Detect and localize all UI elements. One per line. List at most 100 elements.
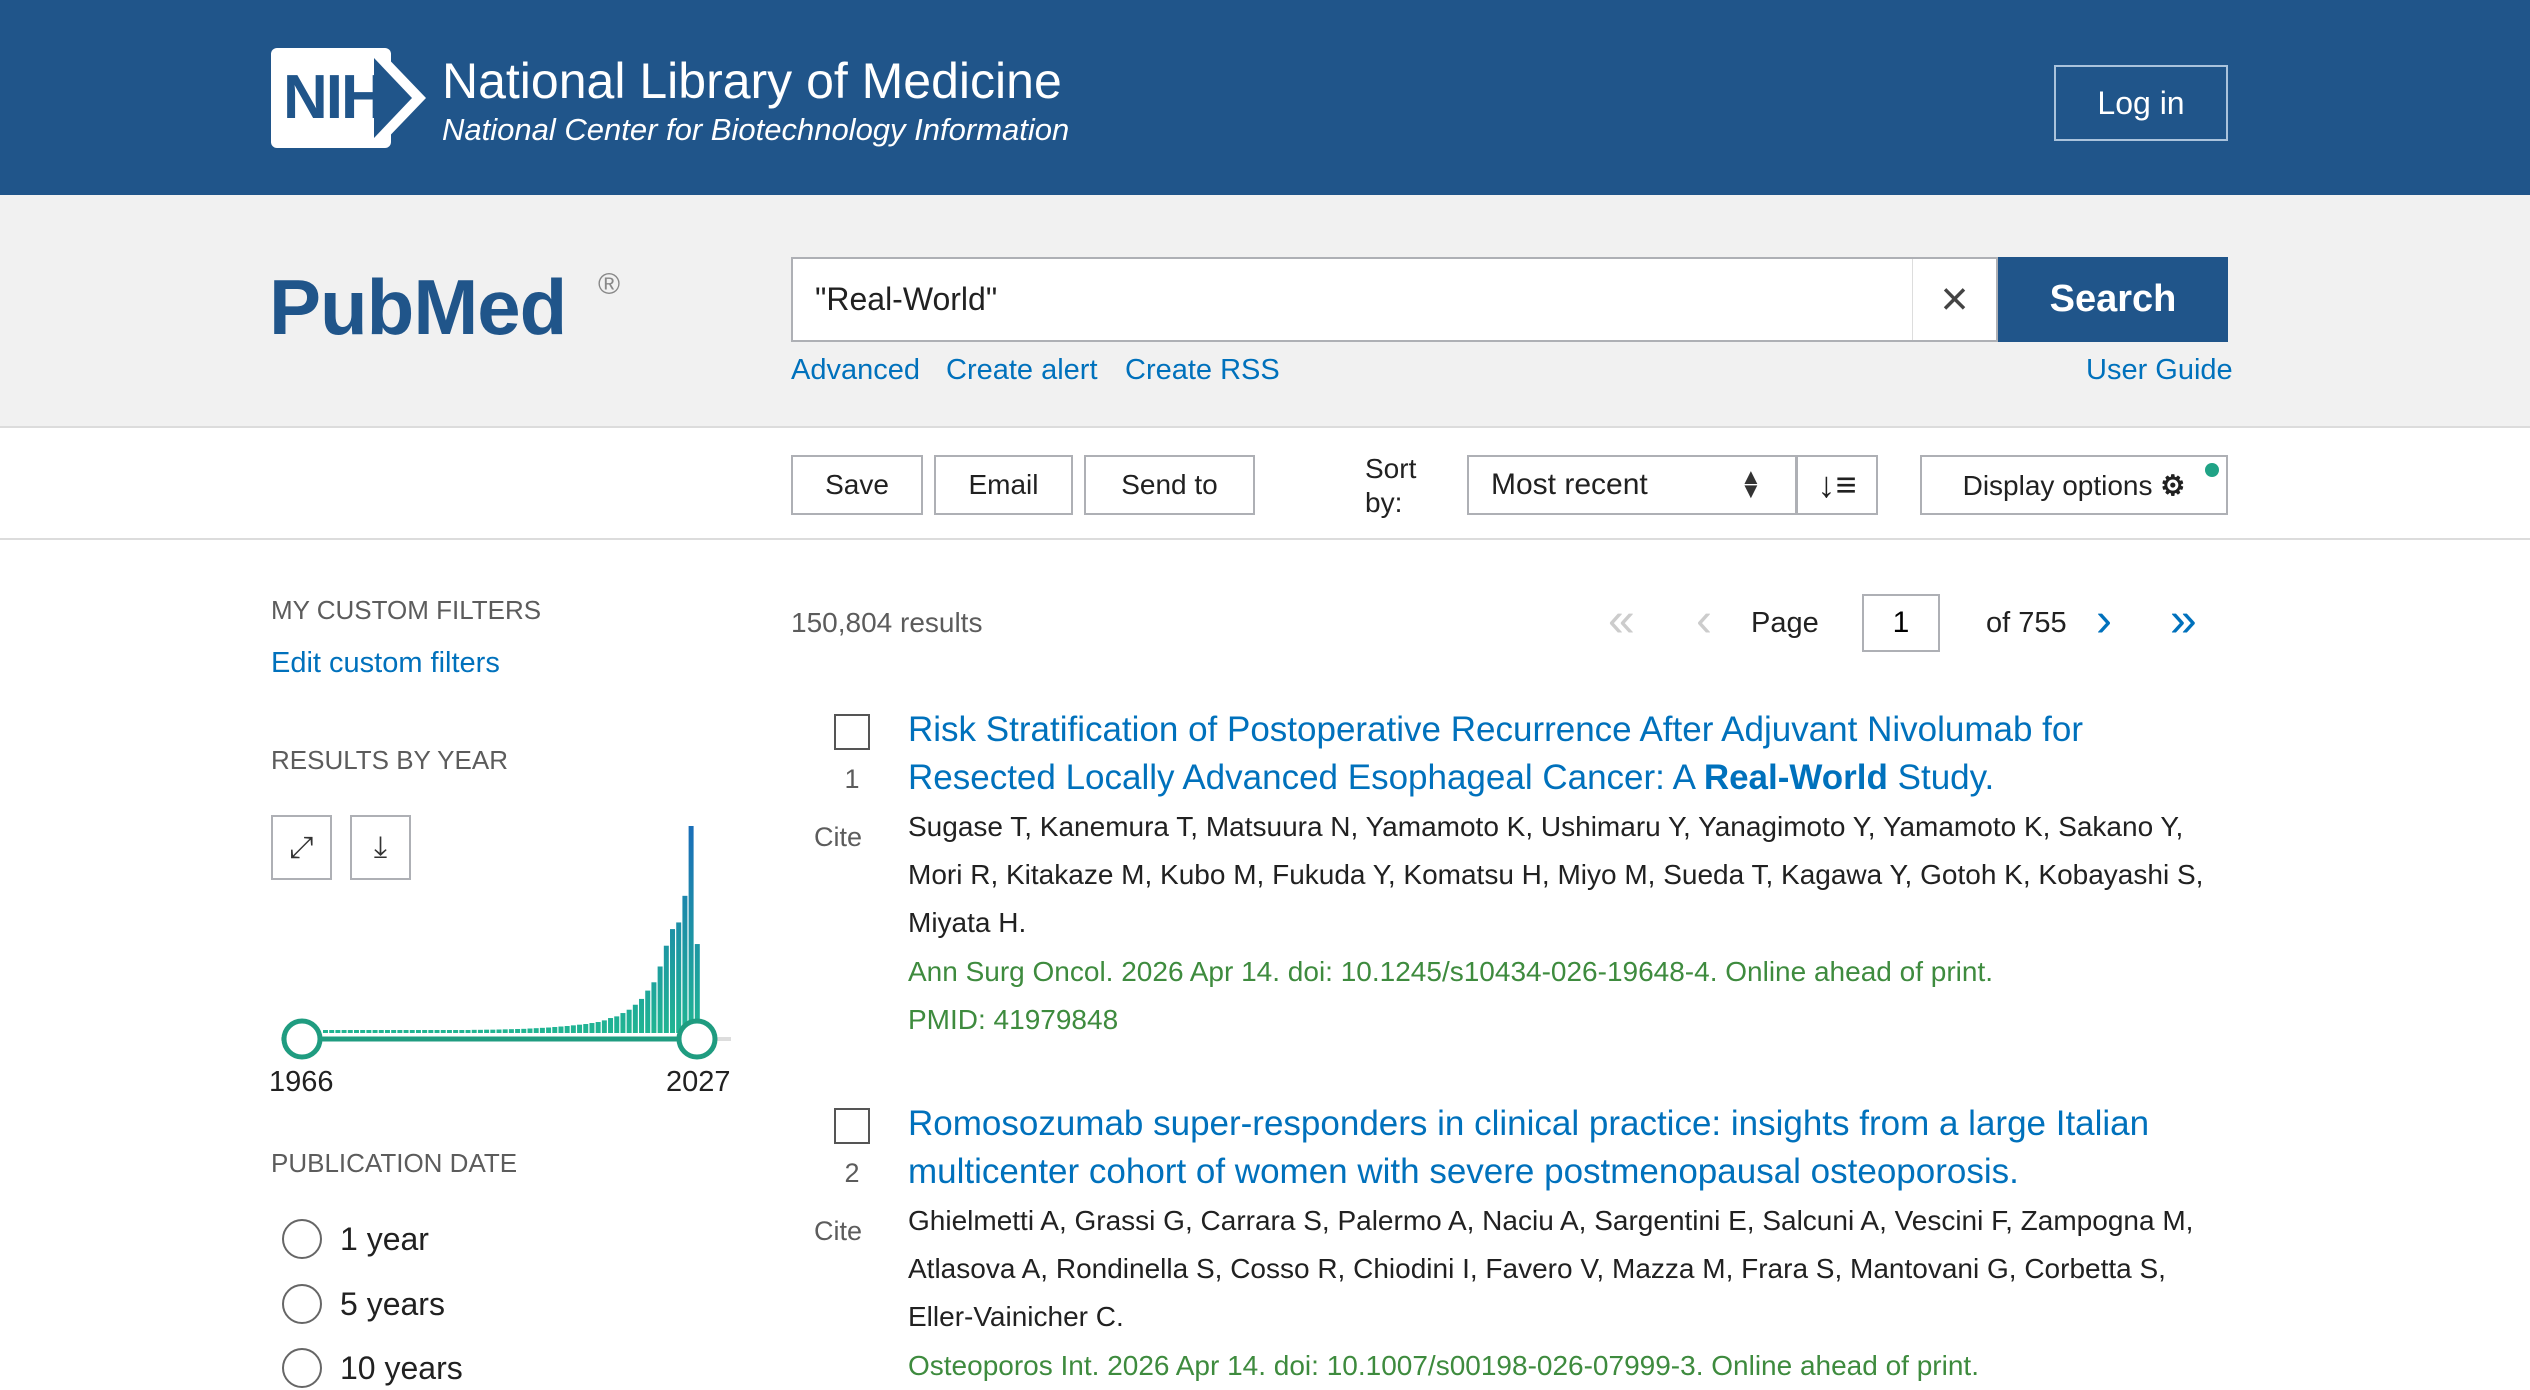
year-bar-1988[interactable]: [459, 1030, 465, 1033]
nih-logo[interactable]: NIH: [271, 48, 391, 148]
year-bar-1997[interactable]: [515, 1029, 521, 1033]
year-bar-2003[interactable]: [552, 1027, 558, 1033]
year-bar-2004[interactable]: [558, 1026, 564, 1033]
year-bar-1968[interactable]: [335, 1030, 341, 1033]
save-button[interactable]: Save: [791, 455, 923, 515]
year-bar-2021[interactable]: [663, 945, 669, 1033]
login-button[interactable]: Log in: [2054, 65, 2228, 141]
advanced-link[interactable]: Advanced: [791, 354, 920, 386]
year-bar-1987[interactable]: [453, 1030, 459, 1033]
year-bar-2022[interactable]: [670, 929, 676, 1033]
year-bar-2015[interactable]: [626, 1009, 632, 1033]
next-page-icon[interactable]: ›: [2096, 594, 2112, 647]
last-page-icon[interactable]: »: [2170, 594, 2197, 647]
year-bar-1995[interactable]: [502, 1029, 508, 1033]
org-subtitle: National Center for Biotechnology Inform…: [442, 112, 1070, 147]
result-checkbox[interactable]: [834, 714, 870, 750]
year-bar-2018[interactable]: [645, 990, 651, 1033]
previous-page-icon[interactable]: ‹: [1696, 594, 1712, 647]
year-bar-1978[interactable]: [397, 1030, 403, 1033]
year-bar-2008[interactable]: [583, 1024, 589, 1033]
pubmed-logo[interactable]: PubMed: [269, 263, 567, 351]
first-page-icon[interactable]: «: [1608, 594, 1635, 647]
search-input[interactable]: [791, 257, 1998, 342]
year-bar-1992[interactable]: [484, 1029, 490, 1033]
year-bar-1972[interactable]: [360, 1030, 366, 1033]
year-bar-2010[interactable]: [595, 1022, 601, 1033]
year-bar-1979[interactable]: [403, 1030, 409, 1033]
year-bar-2026[interactable]: [694, 944, 700, 1033]
year-bar-2016[interactable]: [632, 1004, 638, 1033]
year-bar-2006[interactable]: [570, 1025, 576, 1033]
year-bar-2005[interactable]: [564, 1026, 570, 1033]
slider-start-handle[interactable]: [281, 1018, 323, 1060]
year-bar-1991[interactable]: [477, 1029, 483, 1033]
year-bar-2000[interactable]: [533, 1028, 539, 1033]
year-bar-1999[interactable]: [527, 1028, 533, 1033]
year-bar-1986[interactable]: [446, 1030, 452, 1033]
year-bar-1990[interactable]: [471, 1029, 477, 1033]
year-bar-1983[interactable]: [428, 1030, 434, 1033]
year-bar-1993[interactable]: [490, 1029, 496, 1033]
year-bar-1980[interactable]: [409, 1030, 415, 1033]
year-bar-1970[interactable]: [347, 1030, 353, 1033]
year-bar-1975[interactable]: [378, 1030, 384, 1033]
year-bar-1966[interactable]: [323, 1030, 328, 1033]
sort-order-button[interactable]: ↓≡: [1796, 455, 1878, 515]
radio-5-years[interactable]: [282, 1284, 322, 1324]
year-bar-2011[interactable]: [601, 1020, 607, 1033]
user-guide-link[interactable]: User Guide: [2086, 354, 2233, 386]
end-year-label: 2027: [666, 1066, 731, 1098]
cite-button[interactable]: Cite: [814, 822, 863, 852]
search-button[interactable]: Search: [1998, 257, 2228, 342]
year-bar-1982[interactable]: [422, 1030, 428, 1033]
title-text: Risk Stratification of Postoperative Rec…: [908, 710, 2083, 797]
year-bar-2007[interactable]: [577, 1024, 583, 1033]
result-number: 2: [844, 1158, 860, 1188]
year-bar-1989[interactable]: [465, 1030, 471, 1033]
year-bar-1977[interactable]: [391, 1030, 397, 1033]
email-button[interactable]: Email: [934, 455, 1073, 515]
year-bar-2012[interactable]: [608, 1018, 614, 1033]
year-bar-1969[interactable]: [341, 1030, 347, 1033]
year-bar-1985[interactable]: [440, 1030, 446, 1033]
year-bar-2025[interactable]: [688, 826, 694, 1033]
year-bar-1998[interactable]: [521, 1028, 527, 1033]
expand-chart-button[interactable]: ⤢: [271, 815, 332, 880]
result-checkbox[interactable]: [834, 1108, 870, 1144]
year-bar-2017[interactable]: [639, 998, 645, 1033]
result-title-link[interactable]: Romosozumab super-responders in clinical…: [908, 1104, 2150, 1191]
slider-end-handle[interactable]: [676, 1018, 718, 1060]
radio-10-years[interactable]: [282, 1348, 322, 1388]
radio-1-year[interactable]: [282, 1219, 322, 1259]
year-bar-2020[interactable]: [657, 966, 663, 1033]
display-options-button[interactable]: Display options ⚙: [1920, 455, 2228, 515]
year-bar-2019[interactable]: [651, 982, 657, 1033]
cite-button[interactable]: Cite: [814, 1216, 863, 1246]
page-number-input[interactable]: [1862, 594, 1940, 652]
year-bar-2013[interactable]: [614, 1016, 620, 1033]
year-bar-2014[interactable]: [620, 1013, 626, 1033]
year-bar-1996[interactable]: [508, 1029, 514, 1033]
year-bar-1976[interactable]: [384, 1030, 390, 1033]
create-rss-link[interactable]: Create RSS: [1125, 354, 1280, 386]
results-toolbar: [0, 429, 2530, 540]
result-title-link[interactable]: Risk Stratification of Postoperative Rec…: [908, 706, 2208, 802]
year-bar-1984[interactable]: [434, 1030, 440, 1033]
year-bar-1994[interactable]: [496, 1029, 502, 1033]
edit-custom-filters-link[interactable]: Edit custom filters: [271, 647, 500, 679]
year-bar-2009[interactable]: [589, 1023, 595, 1033]
year-bar-2024[interactable]: [682, 895, 688, 1033]
year-bar-1981[interactable]: [415, 1030, 421, 1033]
year-bar-2023[interactable]: [676, 922, 682, 1033]
year-bar-1971[interactable]: [353, 1030, 359, 1033]
close-icon[interactable]: ×: [1912, 259, 1996, 340]
year-bar-1974[interactable]: [372, 1030, 378, 1033]
year-bar-2001[interactable]: [539, 1027, 545, 1033]
year-bar-1967[interactable]: [329, 1030, 335, 1033]
year-bar-2002[interactable]: [546, 1027, 552, 1033]
year-bar-1973[interactable]: [366, 1030, 372, 1033]
create-alert-link[interactable]: Create alert: [946, 354, 1098, 386]
send-to-button[interactable]: Send to: [1084, 455, 1255, 515]
download-chart-button[interactable]: ⤓: [350, 815, 411, 880]
